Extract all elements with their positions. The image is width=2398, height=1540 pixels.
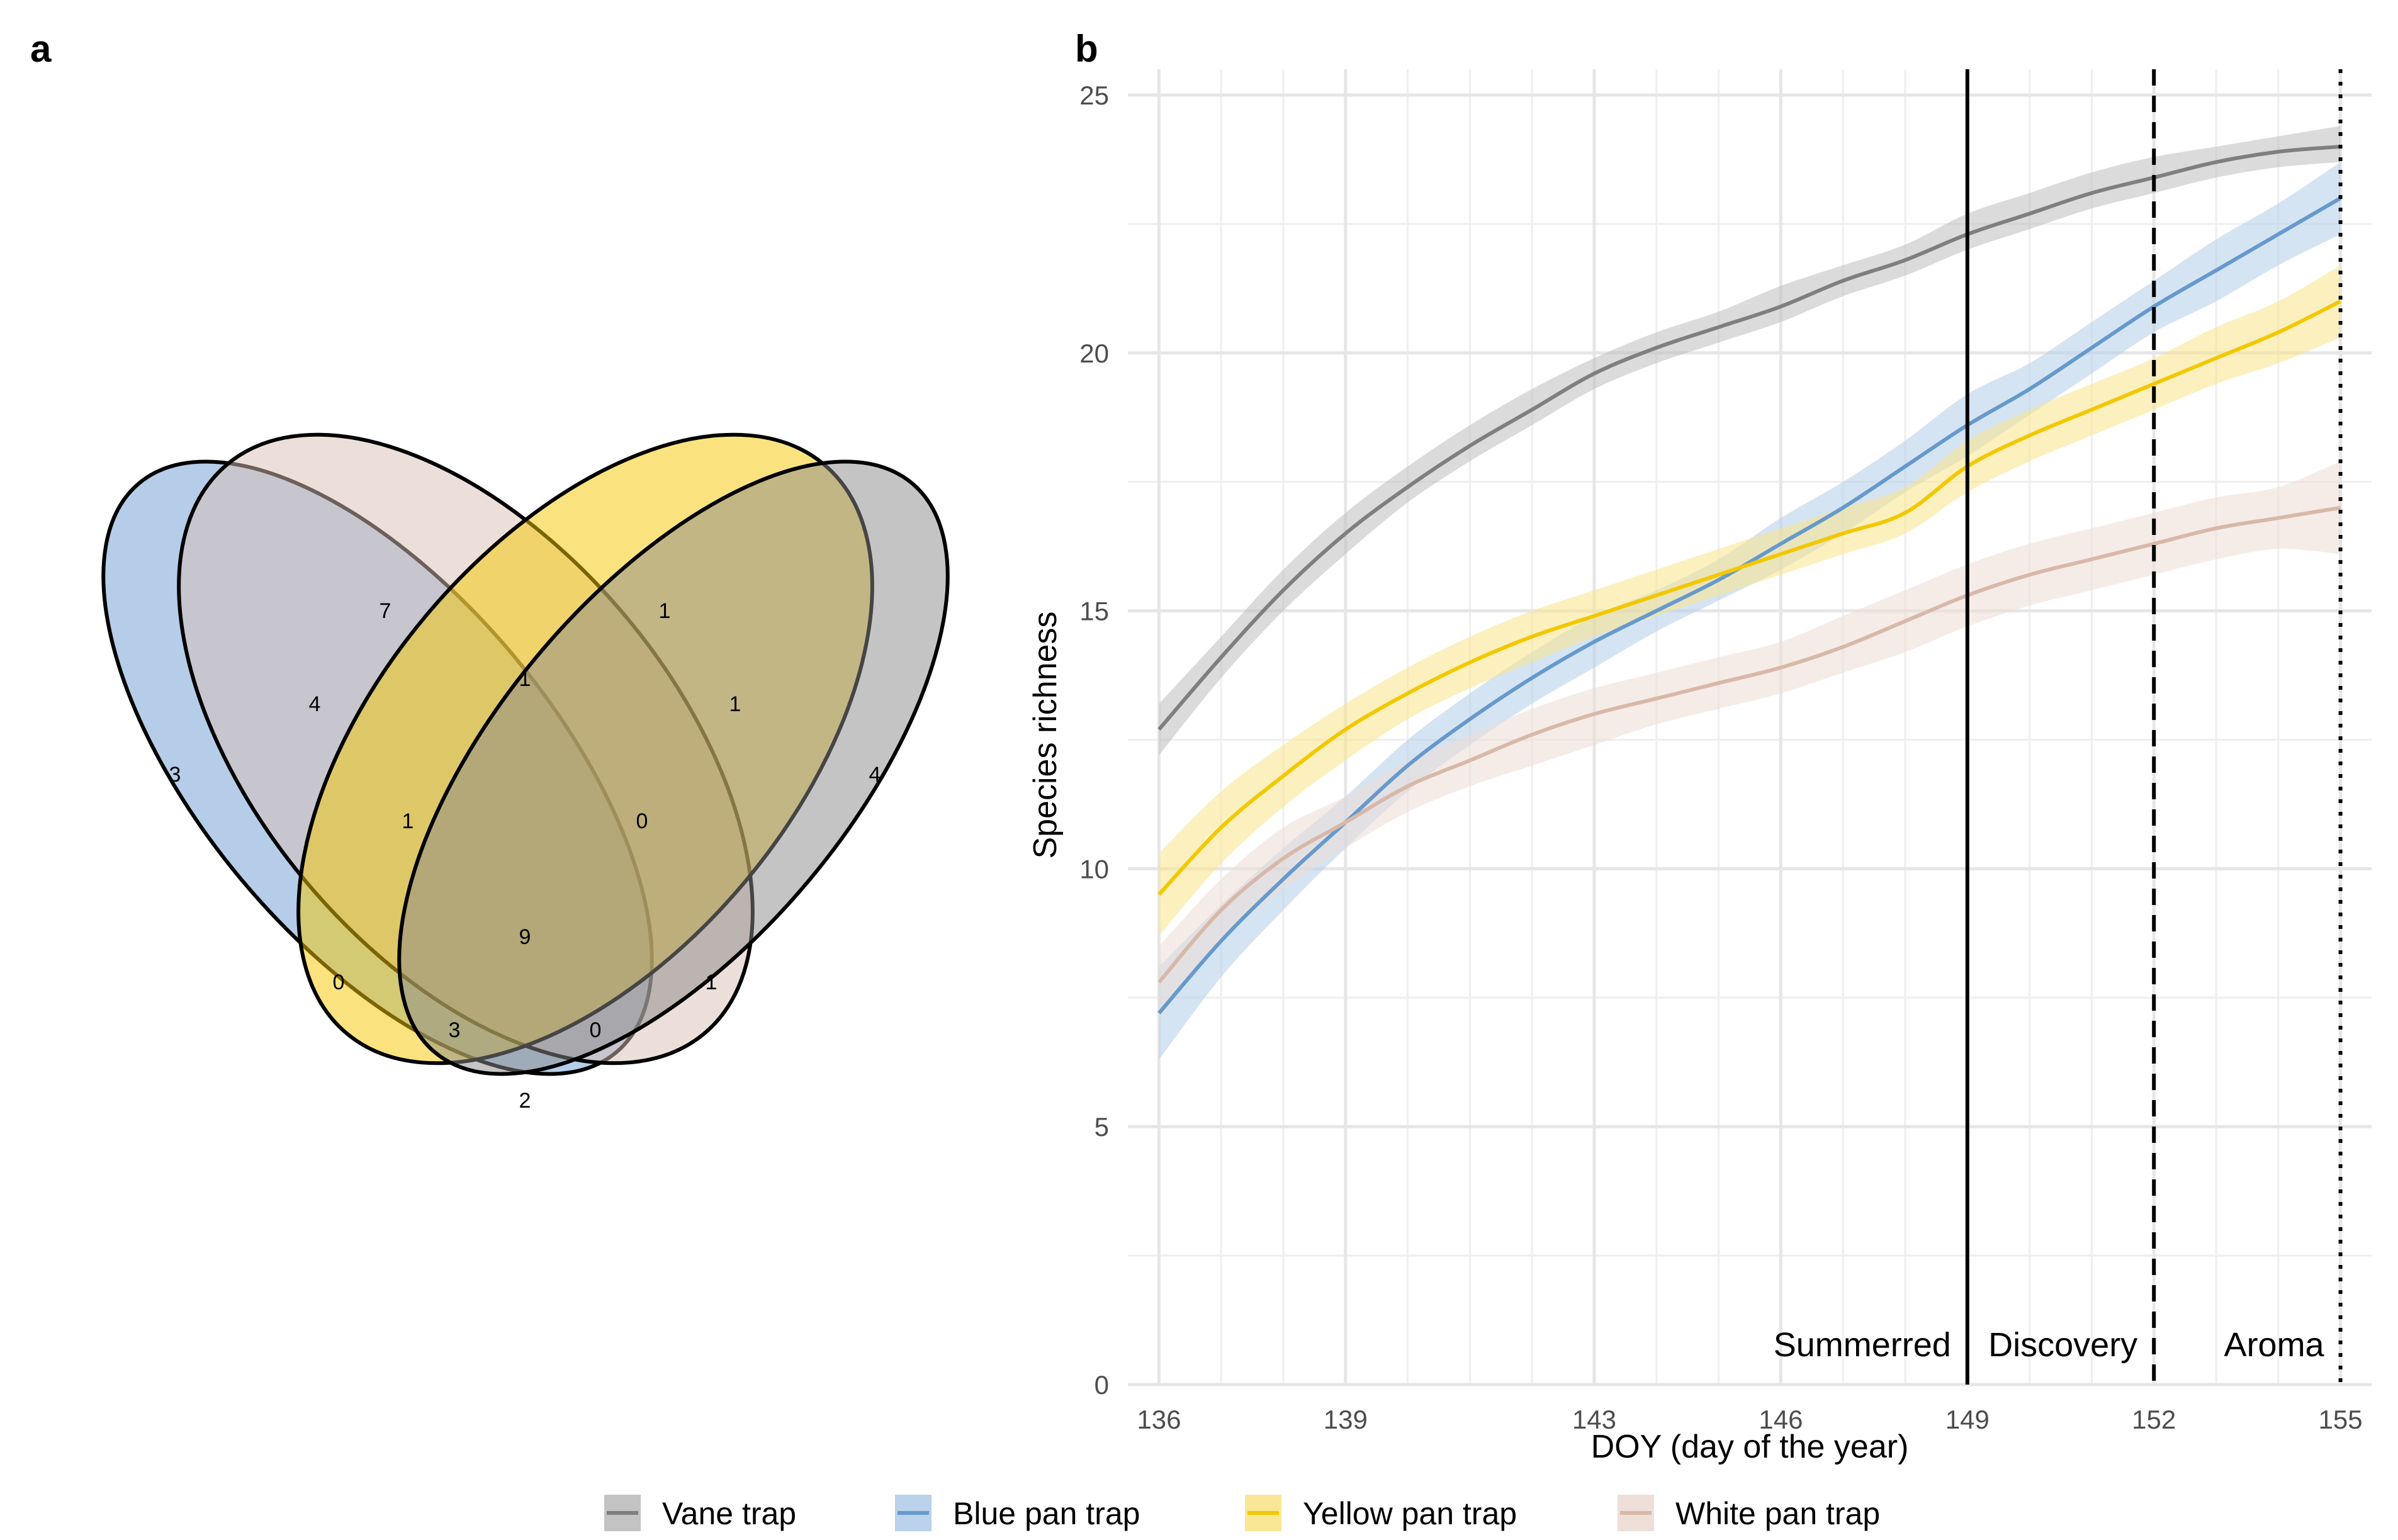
venn-count-yellow-only: 1 xyxy=(659,599,671,623)
legend-item-yellow-pan-trap: Yellow pan trap xyxy=(1245,1495,1517,1531)
variety-label-discovery: Discovery xyxy=(1988,1326,2137,1364)
venn-count-blue-white-vane: 0 xyxy=(590,1018,602,1042)
variety-label-summerred: Summerred xyxy=(1774,1326,1951,1364)
band-yellow-pan-trap xyxy=(1159,265,2341,936)
venn-count-white-vane: 1 xyxy=(706,970,718,994)
venn-count-blue-yellow-vane: 3 xyxy=(449,1018,461,1042)
y-tick-label: 5 xyxy=(1095,1112,1109,1142)
x-tick-label: 152 xyxy=(2132,1405,2176,1434)
y-tick-label: 10 xyxy=(1079,854,1109,884)
x-tick-label: 146 xyxy=(1759,1405,1803,1434)
venn-count-vane-only: 4 xyxy=(869,763,881,787)
y-tick-labels: 0 5 10 15 20 25 xyxy=(1079,81,1109,1400)
venn-count-blue-white: 4 xyxy=(309,692,321,716)
x-tick-labels: 136 139 143 146 149 152 155 xyxy=(1137,1405,2362,1434)
legend-label: Vane trap xyxy=(662,1496,796,1531)
venn-count-blue-white-yellow: 1 xyxy=(402,809,414,833)
y-tick-label: 0 xyxy=(1095,1370,1109,1400)
series-lines xyxy=(1157,144,2342,1014)
x-tick-label: 149 xyxy=(1945,1405,1990,1434)
x-tick-label: 139 xyxy=(1324,1405,1368,1434)
variety-lines xyxy=(1965,69,2343,1385)
x-tick-label: 136 xyxy=(1137,1405,1181,1434)
x-tick-label: 155 xyxy=(2319,1405,2363,1434)
venn-count-all-four: 9 xyxy=(519,925,531,949)
y-tick-label: 20 xyxy=(1079,339,1109,368)
species-richness-plot: 136 139 143 146 149 152 155 0 5 10 15 20 25 Summerr… xyxy=(1079,69,2372,1434)
venn-count-white-yellow: 1 xyxy=(519,667,531,691)
venn-set-vane xyxy=(397,459,950,1076)
band-white-pan-trap xyxy=(1159,461,2341,1019)
legend: Vane trap Blue pan trap Yellow pan trap Whi… xyxy=(604,1495,1880,1531)
legend-item-white-pan-trap: White pan trap xyxy=(1618,1495,1880,1531)
variety-label-aroma: Aroma xyxy=(2224,1326,2325,1364)
legend-label: White pan trap xyxy=(1675,1496,1880,1531)
variety-labels: Summerred Discovery Aroma xyxy=(1774,1326,2325,1364)
line-white-pan-trap xyxy=(1157,505,2341,984)
venn-diagram: 3 7 1 4 4 1 1 1 0 9 0 1 3 0 2 xyxy=(101,432,950,1113)
legend-item-vane-trap: Vane trap xyxy=(604,1495,796,1531)
venn-count-yellow-vane: 1 xyxy=(729,692,741,716)
legend-item-blue-pan-trap: Blue pan trap xyxy=(895,1495,1140,1531)
confidence-bands xyxy=(1159,126,2341,1060)
legend-label: Yellow pan trap xyxy=(1303,1496,1517,1531)
x-axis-title: DOY (day of the year) xyxy=(1591,1429,1909,1465)
panel-b-label: b xyxy=(1075,28,1098,70)
venn-count-blue-only: 3 xyxy=(169,763,181,787)
y-axis-title: Species richness xyxy=(1027,611,1064,858)
line-vane-trap xyxy=(1157,144,2341,731)
x-tick-label: 143 xyxy=(1572,1405,1616,1434)
panel-a-label: a xyxy=(30,28,52,70)
legend-label: Blue pan trap xyxy=(953,1496,1140,1531)
venn-count-white-yellow-vane: 0 xyxy=(636,809,648,833)
venn-count-blue-vane: 2 xyxy=(519,1089,531,1113)
y-tick-label: 15 xyxy=(1079,597,1109,626)
y-tick-label: 25 xyxy=(1079,81,1109,110)
venn-count-blue-yellow: 0 xyxy=(333,970,345,994)
line-yellow-pan-trap xyxy=(1157,300,2341,896)
venn-count-white-only: 7 xyxy=(380,599,391,623)
band-blue-pan-trap xyxy=(1159,162,2341,1060)
